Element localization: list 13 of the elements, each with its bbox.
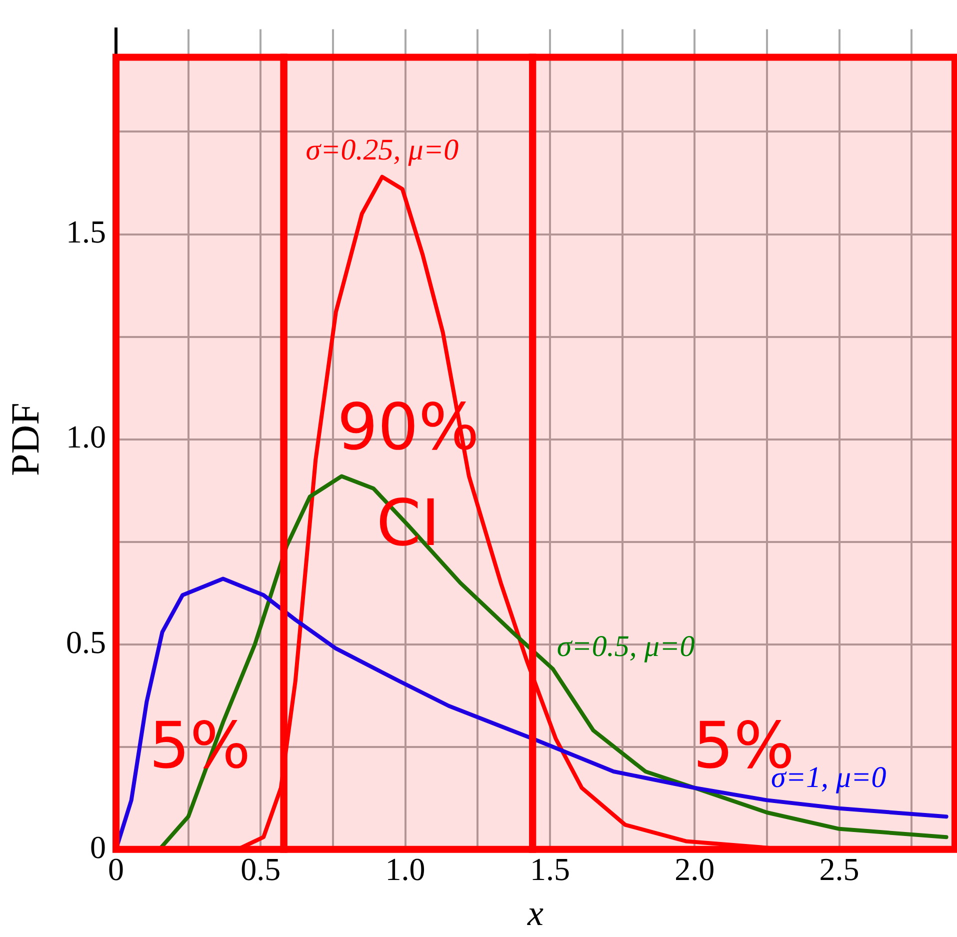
x-tick-label: 2.0 xyxy=(674,851,715,888)
series-label: σ=0.5, μ=0 xyxy=(556,630,695,663)
x-tick-label: 1.0 xyxy=(385,851,426,888)
y-tick-label: 1.5 xyxy=(66,214,106,250)
x-tick-label: 0.5 xyxy=(240,851,281,888)
y-tick-label: 0 xyxy=(90,828,106,865)
y-tick-label: 0.5 xyxy=(66,624,106,660)
y-axis-title: PDF xyxy=(2,402,48,476)
y-tick-label: 1.0 xyxy=(66,418,106,455)
series-label: σ=0.25, μ=0 xyxy=(306,134,459,167)
x-tick-label: 1.5 xyxy=(530,851,570,888)
x-axis-title: x xyxy=(526,892,544,933)
x-tick-label: 2.5 xyxy=(819,851,860,888)
